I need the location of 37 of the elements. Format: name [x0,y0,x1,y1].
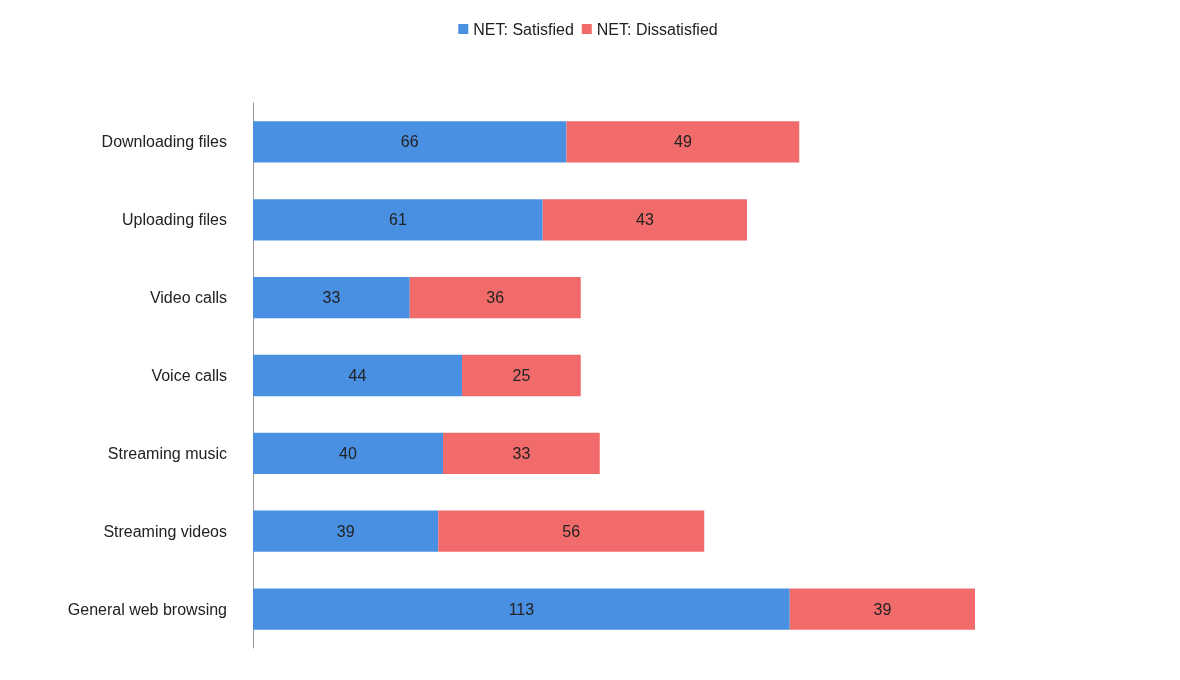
bar [438,510,705,552]
y-tick-label: Streaming music [107,444,227,462]
data-label: 33 [322,289,341,307]
bar [253,354,462,397]
data-label: 49 [673,133,692,151]
data-label: 44 [348,367,367,384]
bar [462,354,581,397]
data-label: 66 [400,133,419,151]
bar [253,121,567,163]
data-label: 56 [562,522,581,540]
data-label: 25 [512,367,531,384]
y-tick-label: Downloading files [101,133,227,151]
data-label: 40 [339,444,357,462]
data-label: 33 [512,444,531,462]
bar [253,588,790,630]
bar [542,199,747,241]
y-tick-label: Voice calls [151,367,227,384]
bar [253,277,410,319]
bar [409,277,581,319]
data-label: 43 [635,211,654,229]
y-tick-label: Streaming videos [103,522,227,540]
bar [443,432,600,474]
y-tick-label: Uploading files [122,211,227,229]
data-label: 61 [388,211,407,229]
legend-label: NET: Satisfied [473,20,574,38]
bar [566,121,800,163]
legend-label: NET: Dissatisfied [596,20,718,38]
y-tick-label: Video calls [149,289,227,307]
bar [253,199,543,241]
data-label: 36 [486,289,505,307]
y-tick-label: General web browsing [67,600,227,618]
data-label: 39 [336,522,355,540]
bar [253,510,439,552]
data-label: 113 [508,600,535,618]
bar [789,588,975,630]
data-label: 39 [873,600,892,618]
bar [253,432,443,474]
